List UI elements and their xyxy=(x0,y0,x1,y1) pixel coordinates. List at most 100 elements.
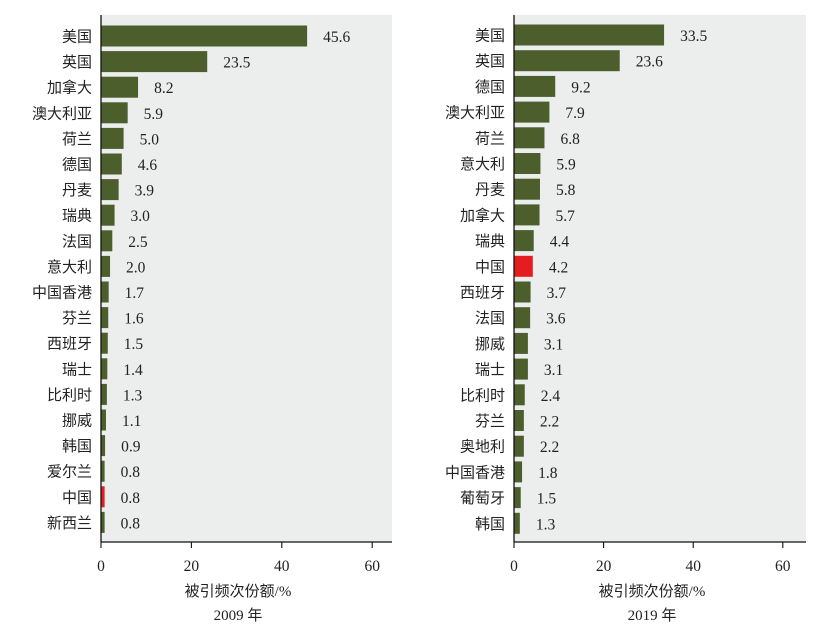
category-label: 比利时 xyxy=(47,387,92,404)
data-label: 1.4 xyxy=(123,362,143,379)
bar xyxy=(514,281,531,303)
category-label: 比利时 xyxy=(460,387,505,404)
x-axis-label: 被引频次份额/% xyxy=(185,583,292,600)
category-label: 葡萄牙 xyxy=(460,490,505,507)
data-label: 2.0 xyxy=(126,259,146,276)
bar xyxy=(101,358,108,380)
bar xyxy=(101,486,105,508)
category-label: 中国香港 xyxy=(445,464,505,481)
data-label: 23.5 xyxy=(223,55,250,72)
data-label: 5.9 xyxy=(556,157,576,174)
bar xyxy=(101,76,139,98)
data-label: 1.3 xyxy=(123,387,143,404)
bar xyxy=(514,487,521,509)
bar xyxy=(101,230,113,252)
category-label: 瑞典 xyxy=(62,208,92,225)
data-label: 2.2 xyxy=(540,414,559,431)
data-label: 1.3 xyxy=(536,516,556,533)
category-label: 韩国 xyxy=(475,516,505,533)
data-label: 5.9 xyxy=(144,106,164,123)
bar xyxy=(514,410,524,431)
data-label: 5.0 xyxy=(140,131,160,148)
category-label: 瑞士 xyxy=(475,362,505,379)
data-label: 2.2 xyxy=(540,439,559,456)
bar xyxy=(514,358,528,380)
category-label: 丹麦 xyxy=(62,182,92,199)
bar xyxy=(101,51,208,73)
data-label: 1.5 xyxy=(124,336,144,353)
category-label: 爱尔兰 xyxy=(47,464,92,481)
category-label: 加拿大 xyxy=(460,206,505,224)
bar xyxy=(101,153,122,175)
data-label: 3.7 xyxy=(547,285,567,302)
category-label: 英国 xyxy=(62,53,92,71)
data-label: 8.2 xyxy=(154,80,173,97)
data-label: 3.0 xyxy=(131,208,151,225)
data-label: 4.2 xyxy=(549,259,568,276)
category-label: 丹麦 xyxy=(475,182,505,199)
data-label: 6.8 xyxy=(560,131,580,148)
category-label: 英国 xyxy=(475,52,505,70)
bar xyxy=(514,307,531,329)
bar xyxy=(101,511,105,533)
category-label: 澳大利亚 xyxy=(32,105,92,122)
data-label: 0.8 xyxy=(121,490,141,507)
bar xyxy=(101,102,128,124)
bar xyxy=(101,409,106,431)
data-label: 5.7 xyxy=(556,208,576,225)
data-label: 3.1 xyxy=(544,362,563,379)
category-label: 中国香港 xyxy=(32,285,92,302)
panel-title: 2019 年 xyxy=(628,607,677,624)
plot-background xyxy=(514,15,806,542)
bar xyxy=(514,75,556,97)
category-label: 西班牙 xyxy=(460,285,505,302)
panel-2009: 被引频次份额/% 2009 年 美国 45.6 英国 23.5 加拿大 8.2 澳大利亚 5.… xyxy=(32,15,392,624)
bar xyxy=(101,179,119,201)
x-tick-label: 0 xyxy=(510,558,518,575)
x-tick-label: 60 xyxy=(364,558,380,575)
bar xyxy=(514,178,540,200)
bar xyxy=(514,101,550,123)
category-label: 韩国 xyxy=(62,438,92,455)
bar xyxy=(101,435,106,457)
bar xyxy=(514,255,533,277)
data-label: 1.1 xyxy=(122,413,141,430)
category-label: 德国 xyxy=(62,156,92,174)
bar xyxy=(514,204,540,226)
x-tick-label: 60 xyxy=(775,558,791,575)
category-label: 芬兰 xyxy=(62,310,92,327)
bar xyxy=(101,25,308,47)
category-label: 意大利 xyxy=(47,258,92,276)
category-label: 芬兰 xyxy=(475,413,505,430)
x-tick-label: 40 xyxy=(274,558,290,575)
bar xyxy=(514,512,520,534)
x-tick-label: 20 xyxy=(184,558,200,575)
data-label: 23.6 xyxy=(636,54,663,71)
category-label: 中国 xyxy=(475,259,505,276)
category-label: 挪威 xyxy=(62,413,92,430)
category-label: 瑞典 xyxy=(475,233,505,250)
bar xyxy=(101,127,124,149)
bar xyxy=(514,435,524,457)
bar xyxy=(514,230,534,252)
data-label: 2.4 xyxy=(541,388,561,405)
data-label: 1.8 xyxy=(538,465,558,482)
bar xyxy=(101,383,107,405)
category-label: 荷兰 xyxy=(62,131,92,148)
category-label: 加拿大 xyxy=(47,79,92,97)
bar xyxy=(101,460,105,482)
panel-title: 2009 年 xyxy=(214,607,263,624)
x-axis-label: 被引频次份额/% xyxy=(599,583,706,600)
category-label: 美国 xyxy=(62,29,92,46)
bar xyxy=(514,384,525,406)
data-label: 0.8 xyxy=(121,464,141,481)
data-label: 7.9 xyxy=(565,105,585,122)
data-label: 1.5 xyxy=(537,491,557,508)
category-label: 奥地利 xyxy=(460,439,505,456)
plot-background xyxy=(101,15,392,542)
category-label: 法国 xyxy=(475,310,505,327)
bar xyxy=(514,461,523,483)
category-label: 西班牙 xyxy=(47,336,92,353)
data-label: 33.5 xyxy=(680,28,707,45)
